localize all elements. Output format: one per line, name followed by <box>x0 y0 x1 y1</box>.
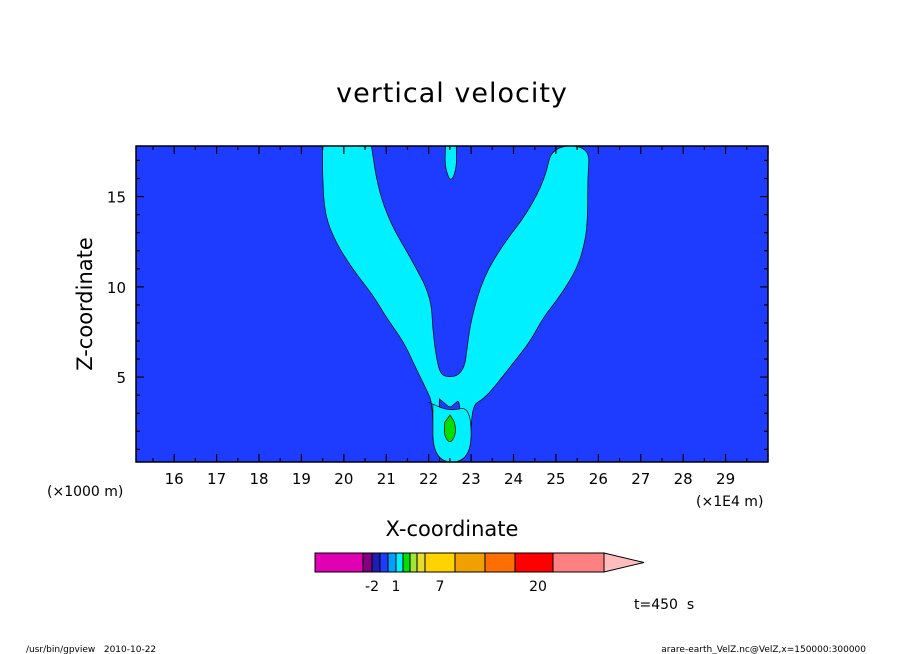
y-axis-label: Z-coordinate <box>73 237 97 371</box>
colorbar-label: 7 <box>436 579 445 595</box>
colorbar-label: 20 <box>529 579 547 595</box>
contour-region-green-cell <box>443 414 456 442</box>
colorbar-swatch <box>371 552 381 573</box>
contour-region-cyan-plume <box>322 145 590 463</box>
colorbar-swatch <box>416 552 426 573</box>
y-tick-label: 15 <box>107 189 126 207</box>
colorbar <box>314 552 645 573</box>
colorbar-swatch <box>387 552 397 573</box>
colorbar-swatch <box>454 552 486 573</box>
time-label: t=450 s <box>634 597 694 613</box>
x-tick-label: 21 <box>377 470 396 488</box>
colorbar-swatch <box>314 552 364 573</box>
x-tick-label: 28 <box>674 470 693 488</box>
colorbar-arrow <box>603 552 645 573</box>
colorbar-swatch <box>424 552 456 573</box>
x-tick-label: 23 <box>462 470 481 488</box>
x-tick-label: 16 <box>165 470 184 488</box>
y-tick-label: 10 <box>107 279 126 297</box>
contour-region-cyan-top-blob <box>444 145 457 180</box>
colorbar-swatch <box>514 552 554 573</box>
x-tick-label: 22 <box>419 470 438 488</box>
chart-title: vertical velocity <box>336 78 568 109</box>
colorbar-swatch <box>395 552 404 573</box>
colorbar-swatch <box>402 552 411 573</box>
x-tick-label: 26 <box>589 470 608 488</box>
x-tick-label: 25 <box>546 470 565 488</box>
plot-area: 16 17 18 19 20 21 22 23 24 25 26 27 28 29 5 10 15 <box>107 145 769 488</box>
x-tick-label: 29 <box>716 470 735 488</box>
x-tick-label: 24 <box>504 470 523 488</box>
colorbar-label: 1 <box>392 579 401 595</box>
x-tick-label: 20 <box>334 470 353 488</box>
footer-left: /usr/bin/gpview 2010-10-22 <box>26 645 156 654</box>
y-tick-label: 5 <box>116 369 126 387</box>
x-tick-label: 19 <box>292 470 311 488</box>
colorbar-label: -2 <box>365 579 379 595</box>
x-tick-label: 18 <box>249 470 268 488</box>
plot-frame <box>135 145 769 463</box>
x-axis-unit: (×1E4 m) <box>696 494 763 510</box>
colorbar-swatch <box>552 552 605 573</box>
y-axis-unit: (×1000 m) <box>47 484 123 500</box>
x-axis-label: X-coordinate <box>386 517 519 541</box>
colorbar-swatch <box>409 552 418 573</box>
colorbar-swatch <box>362 552 373 573</box>
colorbar-swatch <box>484 552 516 573</box>
x-tick-label: 27 <box>631 470 650 488</box>
x-tick-label: 17 <box>207 470 226 488</box>
footer-right: arare-earth_VelZ.nc@VelZ,x=150000:300000 <box>661 645 866 654</box>
colorbar-swatch <box>379 552 389 573</box>
